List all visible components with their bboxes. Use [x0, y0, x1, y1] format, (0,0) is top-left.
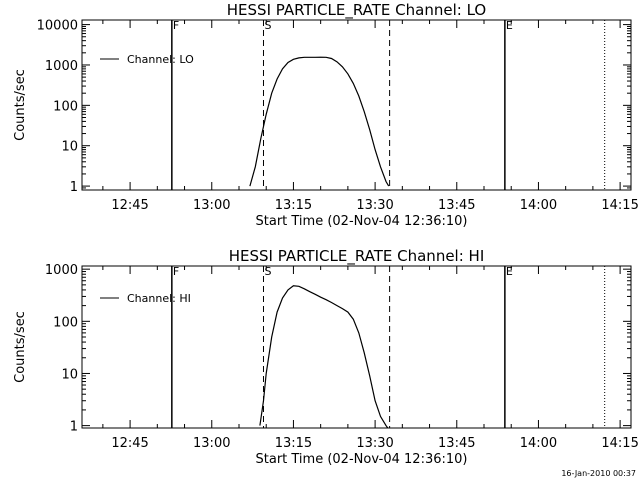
x-tick-label: 14:15 — [601, 198, 638, 213]
chart-title: HESSI PARTICLE_RATE Channel: LO — [227, 1, 486, 20]
x-axis-label: Start Time (02-Nov-04 12:36:10) — [256, 214, 468, 229]
marker-label: E — [506, 265, 513, 278]
y-tick-label: 10 — [61, 140, 78, 155]
y-tick-label: 1000 — [45, 263, 78, 278]
marker-label: S — [264, 19, 271, 32]
x-tick-label: 13:30 — [356, 198, 393, 213]
chart-title: HESSI PARTICLE_RATE Channel: HI — [229, 247, 485, 266]
y-axis-label: Counts/sec — [13, 311, 28, 383]
marker-label: F — [173, 19, 179, 32]
y-tick-label: 10000 — [37, 19, 78, 34]
marker-label: E — [506, 19, 513, 32]
x-tick-label: 14:00 — [520, 436, 557, 451]
footer-date: 16-Jan-2010 00:37 — [561, 469, 636, 478]
y-tick-label: 10 — [61, 367, 78, 382]
y-tick-label: 1000 — [45, 59, 78, 74]
x-tick-label: 14:15 — [601, 436, 638, 451]
series-line — [249, 56, 390, 187]
x-tick-label: 14:00 — [520, 198, 557, 213]
plot-frame — [81, 265, 632, 429]
chart-panel-lo: HESSI PARTICLE_RATE Channel: LO 1 10 100 100… — [13, 1, 639, 229]
x-tick-label: 12:45 — [111, 198, 148, 213]
y-tick-label: 100 — [53, 99, 78, 114]
y-tick-label: 100 — [53, 315, 78, 330]
y-tick-label: 1 — [70, 420, 78, 435]
x-tick-label: 13:30 — [356, 436, 393, 451]
chart-panel-hi: HESSI PARTICLE_RATE Channel: HI 1 10 100 100… — [13, 247, 639, 467]
series-line — [259, 285, 389, 429]
plot-frame — [81, 19, 632, 191]
x-tick-label: 13:45 — [438, 436, 475, 451]
y-tick-label: 1 — [70, 180, 78, 195]
y-axis-label: Counts/sec — [13, 69, 28, 141]
marker-label: F — [173, 265, 179, 278]
x-tick-label: 13:15 — [275, 198, 312, 213]
x-tick-label: 13:00 — [193, 436, 230, 451]
x-tick-label: 13:15 — [275, 436, 312, 451]
x-axis-label: Start Time (02-Nov-04 12:36:10) — [256, 452, 468, 467]
legend-label: Channel: HI — [127, 292, 191, 305]
marker-label: S — [264, 265, 271, 278]
x-tick-label: 13:45 — [438, 198, 475, 213]
legend-label: Channel: LO — [127, 53, 194, 66]
x-tick-label: 13:00 — [193, 198, 230, 213]
x-tick-label: 12:45 — [111, 436, 148, 451]
